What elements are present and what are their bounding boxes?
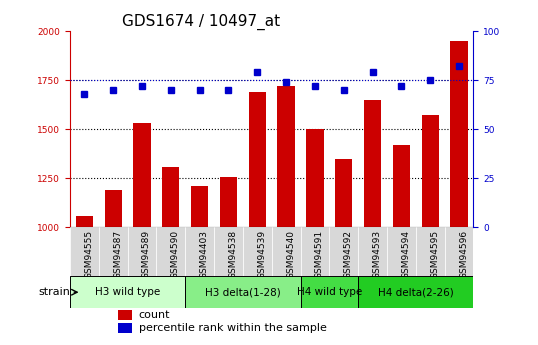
Text: GSM94591: GSM94591 (315, 230, 324, 279)
Bar (306, 129, 323, 227)
Bar (278, 86, 295, 227)
Bar (301, 276, 358, 308)
Bar (104, 190, 122, 227)
Bar (70, 227, 99, 276)
Text: GSM94538: GSM94538 (229, 230, 237, 279)
Bar (416, 227, 444, 276)
Bar (118, 310, 132, 320)
Text: count: count (139, 310, 170, 320)
Bar (364, 100, 381, 227)
Bar (214, 227, 243, 276)
Text: GSM94403: GSM94403 (200, 230, 209, 279)
Text: GSM94587: GSM94587 (113, 230, 122, 279)
Bar (128, 227, 157, 276)
Bar (444, 227, 473, 276)
Bar (76, 216, 93, 227)
Text: GSM94555: GSM94555 (84, 230, 94, 279)
Bar (249, 92, 266, 227)
Bar (70, 276, 185, 308)
Text: GSM94540: GSM94540 (286, 230, 295, 279)
Text: GSM94592: GSM94592 (344, 230, 353, 279)
Text: H4 wild type: H4 wild type (297, 287, 362, 297)
Text: GSM94539: GSM94539 (257, 230, 266, 279)
Text: H3 delta(1-28): H3 delta(1-28) (205, 287, 281, 297)
Bar (191, 186, 208, 227)
Bar (272, 227, 301, 276)
Bar (335, 159, 352, 227)
Text: percentile rank within the sample: percentile rank within the sample (139, 323, 327, 333)
Bar (162, 167, 180, 227)
Text: GSM94590: GSM94590 (171, 230, 180, 279)
Bar (358, 276, 473, 308)
Bar (243, 227, 272, 276)
Text: H3 wild type: H3 wild type (95, 287, 160, 297)
Bar (358, 227, 387, 276)
Text: GSM94594: GSM94594 (401, 230, 410, 279)
Text: GSM94596: GSM94596 (459, 230, 468, 279)
Bar (157, 227, 185, 276)
Bar (185, 227, 214, 276)
Bar (301, 227, 329, 276)
Text: GSM94595: GSM94595 (430, 230, 439, 279)
Text: strain: strain (38, 287, 70, 297)
Bar (329, 227, 358, 276)
Bar (387, 227, 416, 276)
Bar (422, 116, 439, 227)
Bar (118, 323, 132, 333)
Bar (99, 227, 128, 276)
Bar (220, 177, 237, 227)
Bar (393, 145, 410, 227)
Text: H4 delta(2-26): H4 delta(2-26) (378, 287, 454, 297)
Text: GSM94593: GSM94593 (372, 230, 381, 279)
Bar (133, 123, 151, 227)
Bar (450, 41, 468, 227)
Text: GDS1674 / 10497_at: GDS1674 / 10497_at (122, 13, 280, 30)
Text: GSM94589: GSM94589 (142, 230, 151, 279)
Bar (185, 276, 301, 308)
